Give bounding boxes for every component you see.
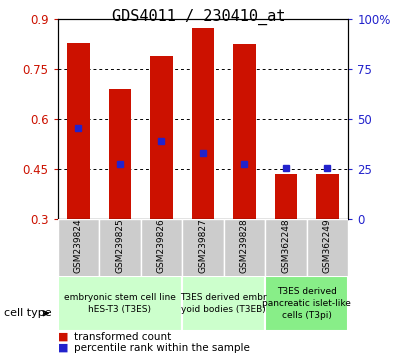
Text: cell type: cell type	[4, 308, 52, 318]
Bar	[141, 219, 182, 278]
Bar	[58, 219, 99, 278]
Bar	[224, 219, 265, 278]
Text: ■: ■	[58, 332, 68, 342]
Text: transformed count: transformed count	[74, 332, 171, 342]
Text: GSM239825: GSM239825	[115, 218, 125, 273]
Bar	[99, 219, 141, 278]
Text: GSM362248: GSM362248	[281, 218, 291, 273]
Text: ■: ■	[58, 343, 68, 353]
Text: GSM239827: GSM239827	[199, 218, 207, 273]
Text: GSM239826: GSM239826	[157, 218, 166, 273]
Bar	[191, 28, 215, 219]
Bar	[67, 43, 90, 219]
Bar	[307, 219, 348, 278]
Text: T3ES derived embr
yoid bodies (T3EB): T3ES derived embr yoid bodies (T3EB)	[180, 293, 267, 314]
Bar	[58, 276, 182, 331]
Bar	[182, 219, 224, 278]
Text: GSM239828: GSM239828	[240, 218, 249, 273]
Text: GSM239824: GSM239824	[74, 218, 83, 273]
Text: embryonic stem cell line
hES-T3 (T3ES): embryonic stem cell line hES-T3 (T3ES)	[64, 293, 176, 314]
Text: GSM362249: GSM362249	[323, 218, 332, 273]
Bar	[182, 276, 265, 331]
Bar	[109, 90, 131, 219]
Bar	[150, 56, 173, 219]
Bar	[265, 276, 348, 331]
Bar	[275, 175, 297, 219]
Bar	[233, 45, 256, 219]
Text: percentile rank within the sample: percentile rank within the sample	[74, 343, 250, 353]
Text: T3ES derived
pancreatic islet-like
cells (T3pi): T3ES derived pancreatic islet-like cells…	[262, 287, 351, 320]
Text: GDS4011 / 230410_at: GDS4011 / 230410_at	[112, 9, 286, 25]
Bar	[265, 219, 307, 278]
Bar	[316, 175, 339, 219]
